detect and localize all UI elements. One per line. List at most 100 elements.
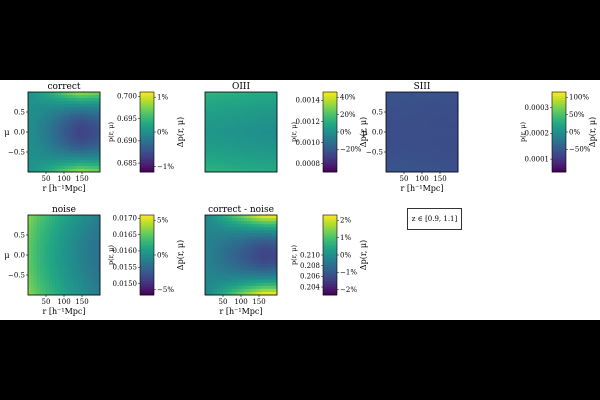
heatmap-cell xyxy=(61,288,65,293)
heatmap-cell xyxy=(247,230,251,234)
colorbar-swatch xyxy=(140,170,154,173)
heatmap-cell xyxy=(392,156,396,161)
colorbar-tick-label: 0.0170 xyxy=(113,215,138,223)
colorbar-swatch xyxy=(552,114,566,117)
heatmap-cell xyxy=(214,125,218,130)
heatmap-cell xyxy=(40,132,44,136)
heatmap-cell xyxy=(265,141,269,145)
heatmap-cell xyxy=(91,288,95,293)
heatmap-cell xyxy=(235,122,239,127)
heatmap-cell xyxy=(49,165,53,170)
colorbar-tick-label: 0.0014 xyxy=(296,97,321,105)
colorbar-swatch xyxy=(552,132,566,135)
heatmap-cell xyxy=(241,128,245,133)
heatmap-cell xyxy=(88,110,92,114)
heatmap-cell xyxy=(211,291,215,296)
heatmap-cell xyxy=(217,227,221,231)
heatmap-cell xyxy=(76,101,80,105)
colorbar-percent-label: 50% xyxy=(569,111,585,119)
colorbar-swatch xyxy=(552,146,566,149)
heatmap-cell xyxy=(247,98,251,102)
heatmap-cell xyxy=(392,104,396,108)
heatmap-cell xyxy=(410,128,414,133)
heatmap-cell xyxy=(28,95,32,99)
heatmap-cell xyxy=(455,125,459,130)
heatmap-cell xyxy=(244,264,248,268)
heatmap-cell xyxy=(259,218,263,222)
heatmap-cell xyxy=(259,119,263,124)
heatmap-cell xyxy=(46,156,50,161)
heatmap-cell xyxy=(58,245,62,250)
colorbar-swatch xyxy=(140,152,154,155)
heatmap-cell xyxy=(94,101,98,105)
heatmap-cell xyxy=(419,150,423,154)
heatmap-cell xyxy=(256,264,260,268)
heatmap-cell xyxy=(73,104,77,108)
heatmap-cell xyxy=(389,110,393,114)
colorbar-percent-label: −1% xyxy=(340,269,357,277)
heatmap-cell xyxy=(443,116,447,121)
heatmap-cell xyxy=(214,150,218,154)
heatmap-cell xyxy=(34,236,38,241)
heatmap-cell xyxy=(70,236,74,241)
heatmap-cell xyxy=(259,110,263,114)
heatmap-cell xyxy=(220,104,224,108)
heatmap-cell xyxy=(49,162,53,167)
x-tick-label: 50 xyxy=(42,298,51,306)
heatmap-cell xyxy=(67,291,71,296)
heatmap-cell xyxy=(232,218,236,222)
heatmap-cell xyxy=(434,122,438,127)
heatmap-cell xyxy=(28,110,32,114)
heatmap-cell xyxy=(55,261,59,265)
heatmap-cell xyxy=(401,147,405,151)
heatmap-cell xyxy=(241,101,245,105)
heatmap-cell xyxy=(91,95,95,99)
heatmap-cell xyxy=(31,261,35,265)
heatmap-cell xyxy=(91,282,95,287)
heatmap-cell xyxy=(404,101,408,105)
heatmap-cell xyxy=(34,245,38,250)
heatmap-cell xyxy=(208,119,212,124)
heatmap-cell xyxy=(52,92,56,96)
heatmap-cell xyxy=(235,113,239,118)
heatmap-cell xyxy=(262,233,266,237)
heatmap-cell xyxy=(49,273,53,277)
heatmap-cell xyxy=(235,119,239,124)
heatmap-cell xyxy=(232,248,236,253)
heatmap-cell xyxy=(211,144,215,148)
heatmap-cell xyxy=(55,251,59,256)
heatmap-cell xyxy=(61,273,65,277)
heatmap-cell xyxy=(250,218,254,222)
heatmap-cell xyxy=(214,101,218,105)
heatmap-cell xyxy=(437,104,441,108)
heatmap-cell xyxy=(416,144,420,148)
heatmap-cell xyxy=(271,264,275,268)
heatmap-cell xyxy=(217,248,221,253)
heatmap-cell xyxy=(76,165,80,170)
colorbar-swatch xyxy=(140,122,154,125)
heatmap-cell xyxy=(265,224,269,228)
heatmap-cell xyxy=(205,135,209,139)
heatmap-cell xyxy=(422,107,426,111)
heatmap-cell xyxy=(431,156,435,161)
heatmap-cell xyxy=(220,273,224,277)
colorbar-swatch xyxy=(323,215,337,218)
heatmap-cell xyxy=(404,156,408,161)
heatmap-cell xyxy=(37,104,41,108)
heatmap-cell xyxy=(241,95,245,99)
heatmap-cell xyxy=(229,258,233,262)
heatmap-cell xyxy=(76,288,80,293)
heatmap-cell xyxy=(88,270,92,274)
heatmap-cell xyxy=(247,282,251,287)
heatmap-cell xyxy=(410,101,414,105)
heatmap-cell xyxy=(256,153,260,158)
heatmap-cell xyxy=(271,110,275,114)
heatmap-cell xyxy=(259,150,263,154)
heatmap-cell xyxy=(52,258,56,262)
heatmap-cell xyxy=(217,144,221,148)
heatmap-cell xyxy=(97,168,101,173)
heatmap-cell xyxy=(232,165,236,170)
heatmap-cell xyxy=(416,122,420,127)
heatmap-cell xyxy=(404,135,408,139)
